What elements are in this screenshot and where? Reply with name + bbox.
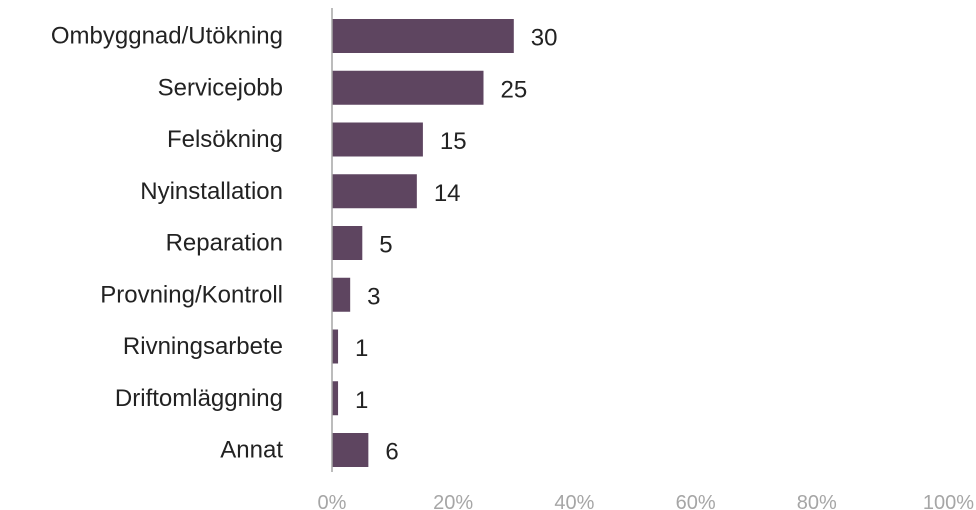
x-axis-tick-labels: 0% 20% 40% 60% 80% 100%	[318, 492, 975, 510]
bar	[332, 277, 351, 312]
bar	[332, 122, 423, 157]
x-tick-label: 40%	[554, 492, 594, 510]
bar	[332, 329, 339, 364]
x-tick-label: 0%	[318, 492, 347, 510]
category-label: Reparation	[166, 230, 283, 257]
category-label: Servicejobb	[158, 74, 283, 101]
data-label: 1	[355, 387, 368, 414]
bar	[332, 174, 417, 209]
bar	[332, 433, 369, 467]
category-label: Ombyggnad/Utökning	[51, 23, 283, 50]
category-label: Driftomläggning	[115, 385, 283, 412]
x-tick-label: 80%	[797, 492, 837, 510]
category-label: Nyinstallation	[140, 178, 283, 205]
data-label: 25	[501, 76, 528, 103]
bar	[332, 381, 339, 416]
category-label: Provning/Kontroll	[100, 281, 283, 308]
bar	[332, 19, 514, 53]
data-label: 3	[367, 283, 380, 310]
data-label: 6	[385, 439, 398, 466]
x-tick-label: 60%	[676, 492, 716, 510]
category-labels: Ombyggnad/Utökning Servicejobb Felsökning N…	[51, 23, 283, 464]
x-tick-label: 100%	[923, 492, 974, 510]
bar	[332, 70, 484, 105]
x-tick-label: 20%	[433, 492, 473, 510]
category-label: Felsökning	[167, 126, 283, 153]
category-label: Rivningsarbete	[123, 333, 283, 360]
bars-group	[332, 19, 514, 467]
bar	[332, 226, 363, 260]
data-label: 5	[379, 232, 392, 259]
data-label: 30	[531, 25, 558, 52]
data-label: 15	[440, 128, 467, 155]
category-label: Annat	[220, 437, 283, 464]
data-label: 14	[434, 180, 461, 207]
data-label: 1	[355, 335, 368, 362]
